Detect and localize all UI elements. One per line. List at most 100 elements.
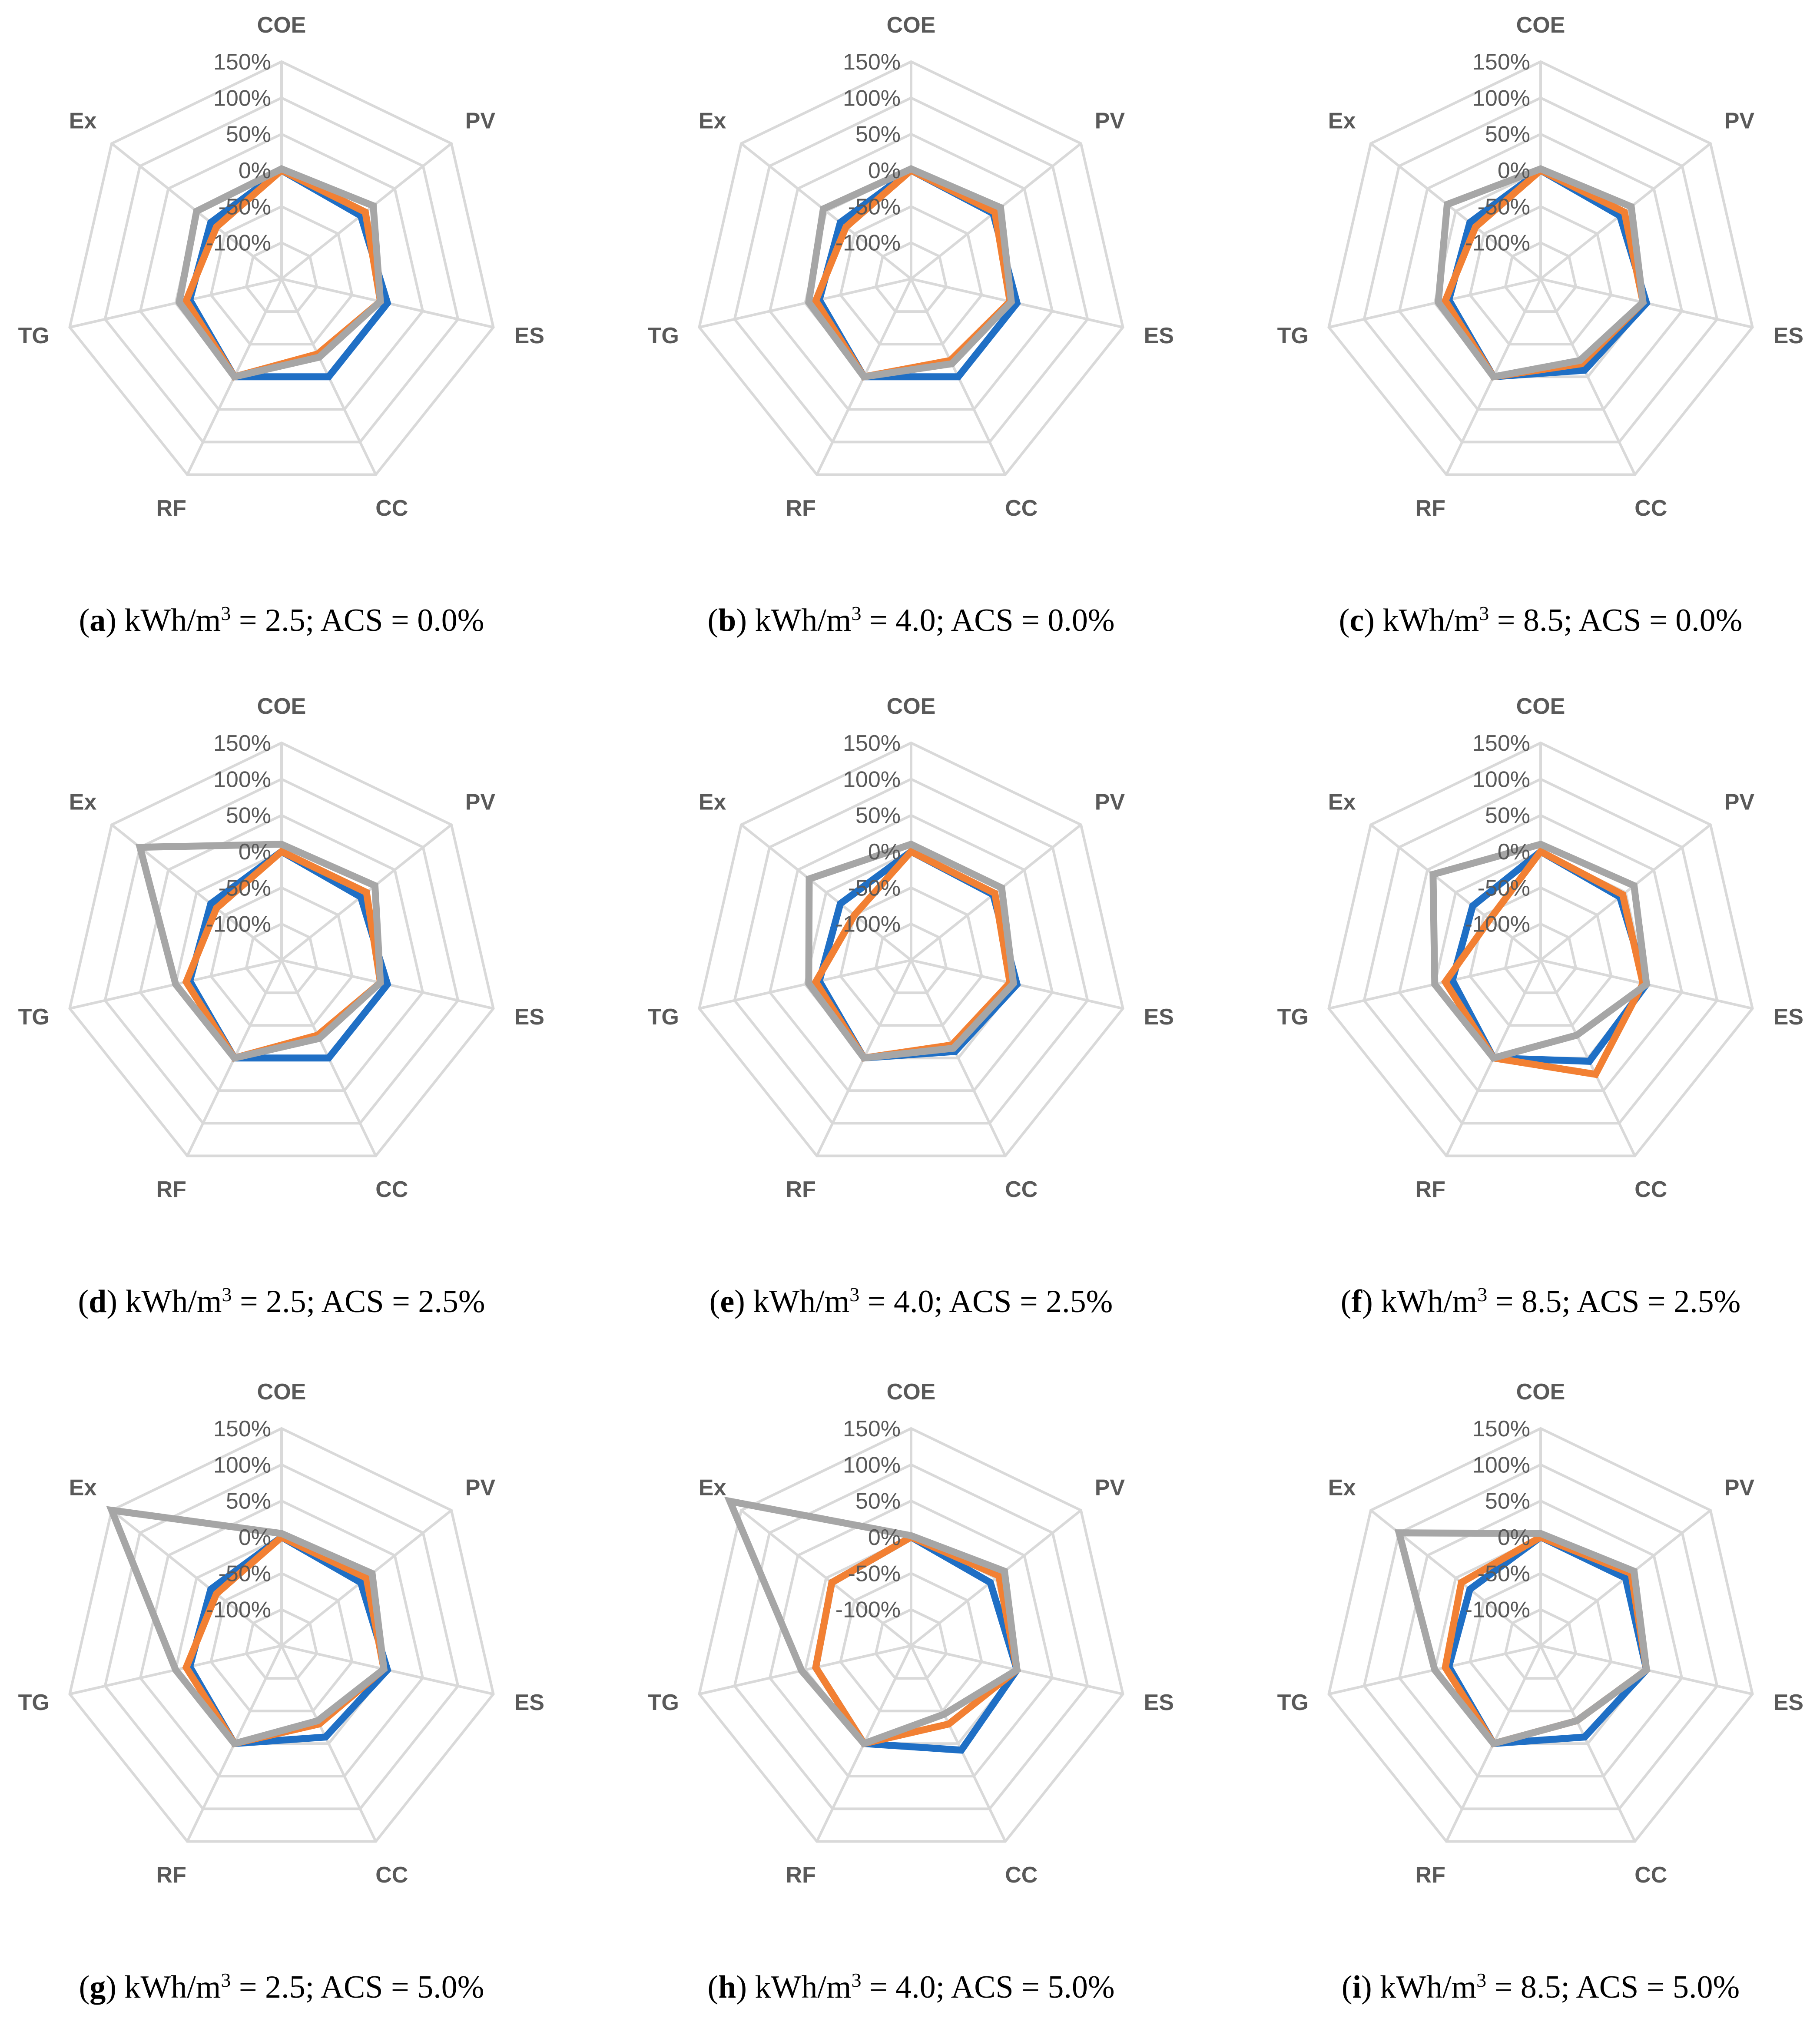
axis-label-ex: Ex — [1328, 789, 1356, 815]
tick-label: -100% — [206, 912, 271, 937]
tick-label: 100% — [843, 1452, 901, 1478]
grid-ring — [733, 96, 1089, 444]
tick-label: -100% — [835, 912, 901, 937]
grid-ring — [1363, 1463, 1719, 1810]
axis-label-tg: TG — [18, 323, 50, 348]
radar-chart-c: 150% 100% 50% 0% -50% -100% COE PV ES CC RF TG Ex (c)… — [1277, 13, 1803, 638]
tick-label: -50% — [848, 875, 901, 901]
tick-label: 0% — [868, 158, 901, 183]
panel-caption: (e) kWh/m3 = 4.0; ACS = 2.5% — [709, 1283, 1113, 1320]
tick-label: -100% — [835, 231, 901, 256]
tick-label: 100% — [843, 86, 901, 111]
axis-label-tg: TG — [18, 1004, 50, 1030]
series-2-line — [1441, 847, 1647, 1078]
axis-label-ex: Ex — [699, 1475, 726, 1500]
radar-chart-e: 150% 100% 50% 0% -50% -100% COE PV ES CC RF TG Ex (e)… — [648, 694, 1174, 1319]
grid-ring — [768, 1499, 1054, 1778]
tick-label: -50% — [1478, 194, 1530, 219]
axis-label-rf: RF — [156, 1863, 186, 1888]
tick-label: 150% — [1472, 50, 1530, 75]
tick-label: 0% — [239, 1525, 271, 1550]
grid-spoke — [910, 1645, 1007, 1842]
radar-chart-i: 150% 100% 50% 0% -50% -100% COE PV ES CC RF TG Ex (i)… — [1277, 1379, 1803, 2005]
tick-label: 100% — [213, 86, 271, 111]
axis-label-cc: CC — [375, 1177, 408, 1202]
axis-label-coe: COE — [257, 694, 306, 719]
tick-label: 0% — [239, 839, 271, 865]
grid-ring — [1327, 60, 1754, 476]
series-3-line — [1429, 840, 1651, 1062]
tick-label: -50% — [219, 194, 271, 219]
axis-label-ex: Ex — [1328, 1475, 1356, 1500]
axis-label-tg: TG — [648, 1690, 679, 1715]
tick-label: 0% — [868, 839, 901, 865]
axis-label-pv: PV — [1095, 789, 1125, 815]
axis-label-tg: TG — [1277, 1690, 1309, 1715]
grid-ring — [698, 741, 1124, 1157]
series-3-line — [1394, 1529, 1651, 1748]
grid-ring — [839, 1571, 983, 1713]
grid-ring — [874, 922, 948, 994]
axis-label-pv: PV — [1095, 1475, 1125, 1500]
axis-label-coe: COE — [887, 13, 936, 38]
axis-label-ex: Ex — [69, 1475, 97, 1500]
grid-ring — [1469, 205, 1613, 346]
axis-label-pv: PV — [1095, 108, 1125, 133]
grid-ring — [209, 1571, 354, 1713]
panel-caption: (a) kWh/m3 = 2.5; ACS = 0.0% — [79, 602, 484, 639]
axis-label-rf: RF — [786, 1863, 816, 1888]
axis-label-coe: COE — [887, 694, 936, 719]
grid-ring — [698, 60, 1124, 476]
grid-spoke — [1539, 278, 1636, 475]
series-3-line — [805, 840, 1017, 1062]
grid-ring — [1398, 133, 1684, 411]
tick-label: -50% — [1478, 1561, 1530, 1586]
axis-label-tg: TG — [648, 1004, 679, 1030]
panel-caption: (i) kWh/m3 = 8.5; ACS = 5.0% — [1342, 1969, 1740, 2005]
grid-ring — [768, 814, 1054, 1092]
axis-label-coe: COE — [257, 1379, 306, 1405]
axis-label-ex: Ex — [699, 789, 726, 815]
grid-ring — [209, 205, 354, 346]
tick-label: 50% — [1485, 122, 1530, 147]
tick-label: 150% — [843, 1416, 901, 1442]
axis-label-es: ES — [1144, 323, 1174, 348]
axis-label-rf: RF — [156, 1177, 186, 1202]
radar-chart-a: 150% 100% 50% 0% -50% -100% COE PV ES CC RF TG Ex (a)… — [18, 13, 544, 638]
axis-label-es: ES — [1774, 323, 1803, 348]
axis-label-es: ES — [1774, 1690, 1803, 1715]
panel-caption: (d) kWh/m3 = 2.5; ACS = 2.5% — [78, 1283, 485, 1320]
tick-label: 100% — [1472, 1452, 1530, 1478]
tick-label: 0% — [1498, 1525, 1530, 1550]
axis-label-coe: COE — [887, 1379, 936, 1405]
axis-label-ex: Ex — [1328, 108, 1356, 133]
grid-spoke — [910, 959, 1007, 1157]
grid-ring — [1398, 1499, 1684, 1778]
tick-label: 150% — [843, 50, 901, 75]
tick-label: 50% — [855, 122, 901, 147]
tick-label: -100% — [206, 1597, 271, 1623]
tick-label: -50% — [219, 1561, 271, 1586]
axis-label-ex: Ex — [69, 789, 97, 815]
grid-ring — [139, 814, 424, 1092]
grid-ring — [139, 133, 424, 411]
radar-chart-h: 150% 100% 50% 0% -50% -100% COE PV ES CC RF TG Ex (h)… — [648, 1379, 1174, 2005]
axis-label-rf: RF — [1416, 496, 1445, 521]
axis-label-rf: RF — [786, 1177, 816, 1202]
grid-ring — [1504, 241, 1578, 313]
axis-label-coe: COE — [1516, 13, 1565, 38]
panel-caption: (b) kWh/m3 = 4.0; ACS = 0.0% — [708, 602, 1115, 639]
axis-label-tg: TG — [1277, 1004, 1309, 1030]
axis-label-pv: PV — [465, 1475, 496, 1500]
series-3-line — [135, 841, 384, 1062]
axis-label-cc: CC — [1634, 496, 1667, 521]
grid-ring — [1469, 1571, 1613, 1713]
tick-label: 150% — [213, 50, 271, 75]
tick-label: -100% — [835, 1597, 901, 1623]
axis-label-pv: PV — [1724, 108, 1755, 133]
tick-label: 50% — [1485, 803, 1530, 829]
grid-ring — [103, 777, 460, 1125]
axis-label-rf: RF — [1416, 1177, 1445, 1202]
radar-chart-f: 150% 100% 50% 0% -50% -100% COE PV ES CC RF TG Ex (f)… — [1277, 694, 1803, 1319]
tick-label: 100% — [213, 1452, 271, 1478]
